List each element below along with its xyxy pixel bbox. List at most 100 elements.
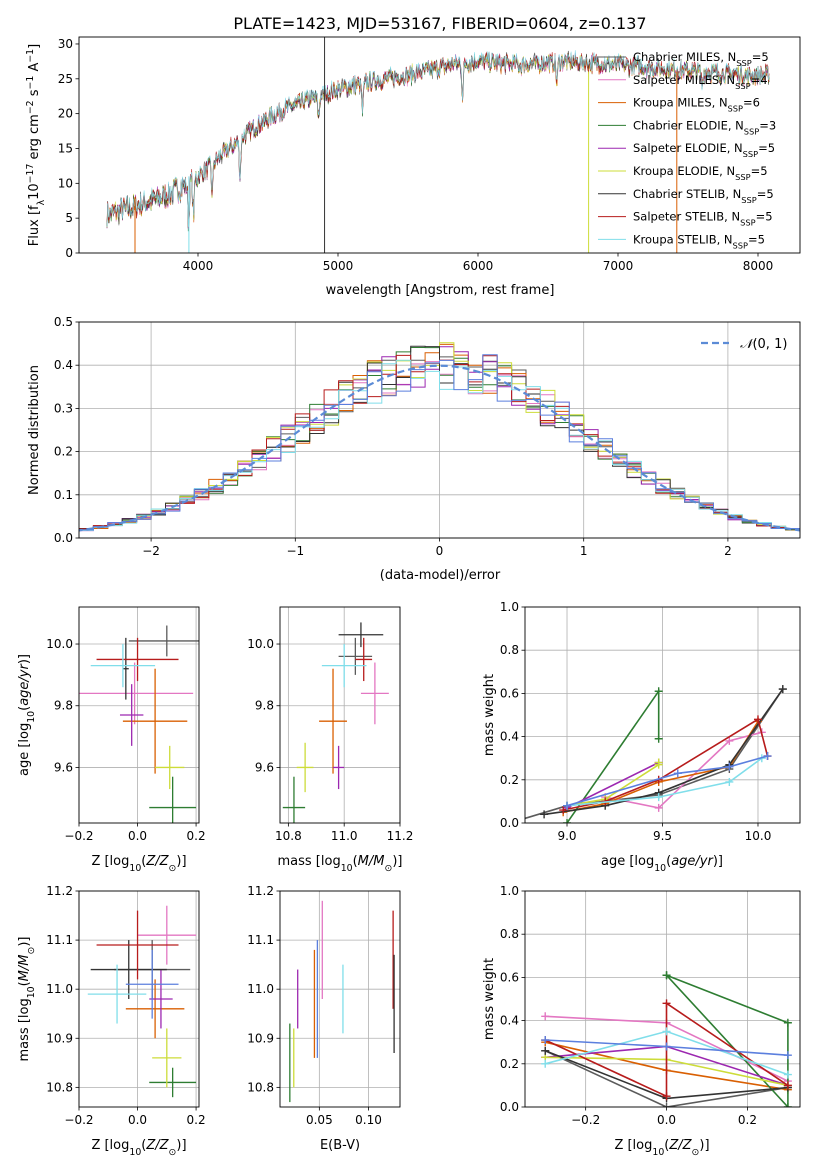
y-tick-label: 0.0 <box>500 1100 519 1114</box>
y-tick-label: 1.0 <box>500 600 519 614</box>
y-tick-label: 0.2 <box>54 445 73 459</box>
legend-label: Chabrier ELODIE, NSSP=3 <box>633 118 776 136</box>
x-tick-label: 8000 <box>743 259 774 273</box>
series-marker <box>654 687 663 696</box>
y-axis-label: mass weight <box>482 958 497 1040</box>
series-marker <box>783 1070 792 1079</box>
series-marker <box>753 715 762 724</box>
plot-area-residuals <box>79 342 800 533</box>
plot-area-mass-weight-vs-age <box>525 685 787 823</box>
plot-area-age-vs-mass <box>282 622 389 823</box>
series-marker <box>541 1059 550 1068</box>
legend-label: Salpeter MILES, NSSP=4 <box>633 73 768 91</box>
legend-label: Kroupa MILES, NSSP=6 <box>633 96 760 114</box>
legend-spectrum: Chabrier MILES, NSSP=5 Salpeter MILES, NS… <box>598 50 776 250</box>
legend-label: 𝒩(0, 1) <box>740 337 787 352</box>
x-tick-label: 4000 <box>183 259 214 273</box>
y-tick-label: 20 <box>58 107 73 121</box>
x-tick-label: −0.2 <box>64 829 93 843</box>
series-marker <box>763 752 772 761</box>
x-axis-label: (data-model)/error <box>380 568 501 583</box>
x-tick-label: 7000 <box>603 259 634 273</box>
x-tick-label: 0 <box>436 544 444 558</box>
y-tick-label: 10.8 <box>247 1080 274 1094</box>
x-tick-label: 0.0 <box>128 829 147 843</box>
plot-area-spectrum <box>106 37 770 253</box>
y-axis-label: mass [log10(M/M⊙)] <box>17 937 37 1062</box>
legend-label: Salpeter STELIB, NSSP=5 <box>633 210 773 228</box>
plot-area-mass-vs-Z <box>87 905 197 1098</box>
x-tick-label: 0.0 <box>128 1113 147 1127</box>
x-tick-label: 10.0 <box>745 829 772 843</box>
y-tick-label: 11.0 <box>247 982 274 996</box>
y-tick-label: 11.2 <box>46 884 73 898</box>
series-marker <box>654 793 663 802</box>
series-marker <box>725 736 734 745</box>
y-tick-label: 0.8 <box>500 927 519 941</box>
y-tick-label: 0 <box>65 246 73 260</box>
x-tick-label: 9.5 <box>653 829 672 843</box>
x-axis-label: mass [log10(M/M⊙)] <box>278 854 403 874</box>
y-axis-label: mass weight <box>482 674 497 756</box>
series-marker <box>725 777 734 786</box>
series-line <box>566 755 768 807</box>
x-tick-label: 5000 <box>323 259 354 273</box>
y-tick-label: 15 <box>58 141 73 155</box>
y-tick-label: 0.2 <box>500 773 519 787</box>
series-marker <box>662 999 671 1008</box>
series-marker <box>778 685 787 694</box>
series-marker <box>783 1018 792 1027</box>
series-line <box>665 974 789 1107</box>
x-axis-label: Z [log10(Z/Z⊙)] <box>91 1138 186 1158</box>
series-line <box>605 731 763 809</box>
y-tick-label: 5 <box>65 211 73 225</box>
x-tick-label: 0.2 <box>187 829 206 843</box>
x-tick-label: 11.0 <box>331 829 358 843</box>
y-axis-label: Normed distribution <box>27 365 42 495</box>
y-tick-label: 10.8 <box>46 1080 73 1094</box>
series-marker <box>559 806 568 815</box>
axes-frame <box>279 606 401 824</box>
y-tick-label: 0.4 <box>500 730 519 744</box>
y-tick-label: 9.6 <box>54 760 73 774</box>
y-axis-label: age [log10(age/yr)] <box>17 654 37 776</box>
axes-mass-weight-vs-age: 9.0 9.5 10.0 0.0 0.2 0.4 0.6 0.8 1.0 age [log10(a… <box>482 600 801 874</box>
y-tick-label: 0.0 <box>500 816 519 830</box>
axes-frame <box>78 36 801 254</box>
x-tick-label: 10.8 <box>275 829 302 843</box>
y-tick-label: 0.5 <box>54 315 73 329</box>
plot-area-age-vs-Z <box>79 625 199 823</box>
series-marker <box>673 769 682 778</box>
series-line <box>566 761 660 809</box>
y-tick-label: 10 <box>58 176 73 190</box>
y-tick-label: 10.0 <box>46 637 73 651</box>
series-marker <box>662 971 671 980</box>
y-tick-label: 0.8 <box>500 643 519 657</box>
y-tick-label: 10.9 <box>247 1031 274 1045</box>
plot-area-mass-weight-vs-Z <box>541 971 792 1107</box>
y-tick-label: 11.0 <box>46 982 73 996</box>
axes-age-vs-Z: −0.2 0.0 0.2 9.6 9.8 10.0 Z [log10(Z/Z⊙)] age [… <box>17 606 206 874</box>
series-marker <box>654 734 663 743</box>
axes-age-vs-mass: 10.8 11.0 11.2 9.6 9.8 10.0 mass [log10(M/M⊙)] <box>247 606 413 874</box>
y-tick-label: 0.3 <box>54 401 73 415</box>
legend-label: Chabrier MILES, NSSP=5 <box>633 50 769 68</box>
x-tick-label: 0.05 <box>306 1113 333 1127</box>
series-marker <box>563 801 572 810</box>
axes-frame <box>524 890 801 1108</box>
y-tick-label: 0.1 <box>54 488 73 502</box>
series-line <box>566 757 763 807</box>
histogram-blue <box>79 354 800 532</box>
y-tick-label: 1.0 <box>500 884 519 898</box>
x-tick-label: −1 <box>286 544 304 558</box>
series-marker <box>541 1036 550 1045</box>
series-marker <box>662 1092 671 1101</box>
x-tick-label: 0.2 <box>187 1113 206 1127</box>
axes-residuals: −2 −1 0 1 2 0.0 0.1 0.2 0.3 0.4 0.5 (data-model)/er… <box>27 315 801 583</box>
series-marker <box>725 762 734 771</box>
x-axis-label: age [log10(age/yr)] <box>601 854 723 874</box>
y-tick-label: 10.0 <box>247 637 274 651</box>
legend-label: Kroupa ELODIE, NSSP=5 <box>633 164 768 182</box>
y-tick-label: 0.4 <box>500 1014 519 1028</box>
